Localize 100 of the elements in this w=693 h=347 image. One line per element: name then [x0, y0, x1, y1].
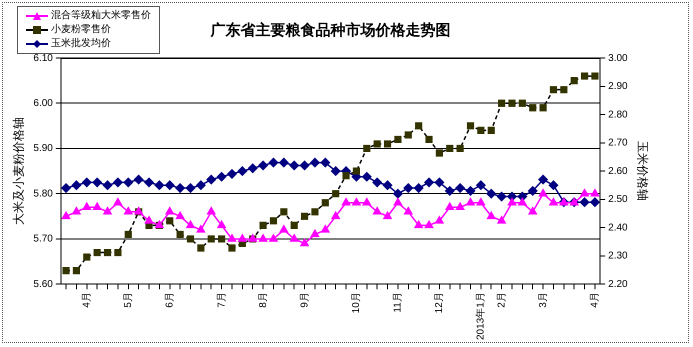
point [175, 183, 185, 193]
point [580, 188, 589, 196]
point [144, 178, 154, 188]
point [393, 188, 403, 198]
point [154, 180, 164, 190]
point [269, 234, 278, 242]
x-tick-label: 3月 [538, 292, 549, 308]
point [227, 169, 237, 179]
point [165, 180, 175, 190]
point [62, 267, 70, 274]
point [538, 174, 548, 184]
point [446, 144, 454, 152]
point [186, 235, 194, 243]
point [590, 197, 600, 207]
point [414, 183, 424, 193]
point [590, 188, 600, 196]
point [404, 207, 412, 215]
point [124, 178, 134, 188]
y2-tick-label: 2.40 [608, 222, 628, 234]
point [549, 198, 558, 206]
y-tick-label: 5.90 [33, 143, 54, 154]
point [82, 178, 92, 188]
point [280, 225, 288, 233]
point [508, 198, 516, 206]
point [477, 126, 484, 134]
point [352, 198, 361, 206]
point [104, 248, 112, 256]
point [394, 136, 402, 144]
point [206, 174, 216, 184]
point [342, 172, 350, 180]
point [330, 166, 340, 176]
point [374, 140, 381, 148]
point [476, 180, 486, 190]
y2-tick-label: 2.30 [608, 250, 628, 262]
y-tick-label: 6.00 [33, 98, 54, 109]
y2-tick-label: 2.90 [608, 81, 628, 92]
point [548, 180, 558, 190]
legend-label: 玉米批发均价 [51, 37, 111, 51]
point [311, 208, 319, 216]
point [424, 220, 434, 228]
point [186, 183, 196, 193]
x-tick-label: 4月 [82, 292, 93, 308]
point [372, 207, 382, 215]
y-tick-label: 5.70 [33, 234, 54, 245]
y-tick-label: 5.60 [33, 278, 54, 290]
point [321, 225, 330, 233]
point [466, 186, 476, 196]
x-tick-label: 7月 [216, 292, 228, 308]
point [322, 199, 329, 206]
point [228, 244, 236, 252]
point [538, 188, 548, 196]
point [487, 212, 496, 220]
point [268, 158, 278, 168]
point [92, 178, 102, 188]
point [124, 230, 132, 238]
point [228, 234, 236, 242]
point [486, 188, 496, 198]
point [61, 183, 71, 193]
x-tick-label: 12月 [434, 292, 446, 314]
y2-tick-label: 2.60 [608, 166, 628, 177]
point [414, 220, 423, 228]
point [103, 207, 112, 215]
legend-label: 混合等级籼大米零售价 [51, 9, 151, 23]
point [114, 198, 122, 206]
point [363, 144, 370, 152]
y-axis-title: 大米及小麦粉价格轴 [12, 117, 26, 226]
point [72, 267, 80, 274]
y2-axis-title: 玉米价格轴 [635, 141, 650, 202]
point [404, 131, 412, 138]
point [331, 212, 340, 220]
point [207, 207, 216, 215]
point [362, 198, 372, 206]
point [114, 248, 122, 256]
point [581, 72, 588, 80]
legend-label: 小麦粉零售价 [51, 23, 111, 37]
x-tick-label: 2013年1月 [474, 292, 487, 340]
point [196, 180, 206, 190]
point [290, 222, 298, 229]
chart-title: 广东省主要粮食品种市场价格走势图 [210, 21, 450, 40]
point [425, 136, 433, 144]
point [362, 172, 372, 182]
point [384, 140, 392, 148]
point [186, 220, 195, 228]
point [82, 202, 92, 210]
point [466, 122, 474, 130]
point [342, 198, 350, 206]
point [102, 180, 112, 190]
point [208, 235, 215, 243]
point [280, 208, 288, 216]
point [197, 244, 204, 252]
point [529, 104, 536, 112]
point [258, 234, 268, 242]
point [260, 222, 267, 229]
x-tick-label: 8月 [258, 292, 269, 308]
point [300, 212, 308, 220]
point [435, 216, 444, 224]
x-tick-label: 5月 [123, 292, 134, 308]
point [496, 192, 506, 202]
point [394, 198, 402, 206]
point [518, 100, 526, 107]
